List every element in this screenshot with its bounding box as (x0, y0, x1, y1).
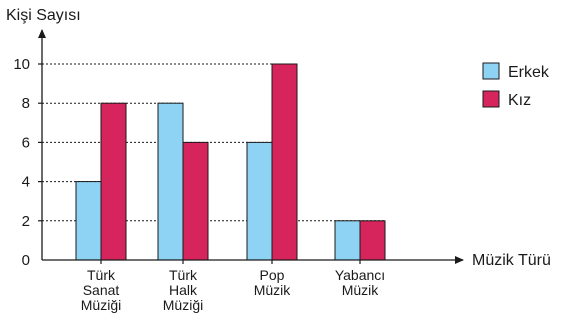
x-category-label: Müziği (81, 297, 121, 313)
x-category-labels: TürkSanatMüziğiTürkHalkMüziğiPopMüzikYab… (81, 260, 385, 313)
y-tick-label: 2 (22, 213, 30, 230)
x-category-label: Yabancı (335, 267, 385, 283)
x-category-label: Türk (169, 267, 198, 283)
legend-label: Kız (508, 92, 531, 109)
bars (75, 63, 386, 261)
y-tick-label: 4 (22, 174, 30, 191)
y-tick-label: 8 (22, 95, 30, 112)
legend: Erkek Kız (482, 62, 550, 109)
y-tick-labels: 0 2 4 6 8 10 (13, 56, 42, 269)
axes (38, 29, 464, 264)
bar-erkek (334, 220, 361, 261)
bar-erkek (75, 181, 102, 261)
bar-kiz (359, 220, 386, 261)
y-tick-label: 10 (13, 56, 30, 73)
x-category-label: Pop (260, 267, 285, 283)
bar-kiz (182, 141, 209, 261)
x-category-label: Müzik (342, 282, 380, 298)
y-axis-title: Kişi Sayısı (6, 7, 81, 24)
bar-kiz (271, 63, 298, 261)
legend-label: Erkek (508, 64, 550, 81)
x-category-label: Sanat (83, 282, 120, 298)
bar-kiz (100, 102, 127, 261)
x-category-label: Halk (169, 282, 198, 298)
x-category-label: Türk (87, 267, 116, 283)
bar-erkek (246, 141, 273, 261)
x-category-label: Müzik (254, 282, 292, 298)
x-axis-title: Müzik Türü (472, 252, 551, 269)
legend-swatch (482, 62, 500, 80)
bar-erkek (157, 102, 184, 261)
legend-swatch (482, 90, 500, 108)
x-category-label: Müziği (163, 297, 203, 313)
y-tick-label: 0 (22, 252, 30, 269)
y-tick-label: 6 (22, 134, 30, 151)
